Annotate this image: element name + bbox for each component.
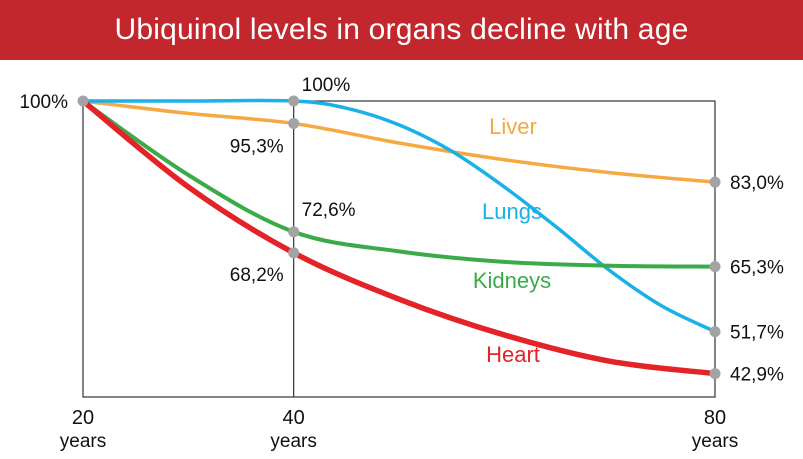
x-tick-unit-40: years xyxy=(270,431,316,452)
lungs-series-name: Lungs xyxy=(482,199,542,224)
x-tick-unit-20: years xyxy=(60,431,106,452)
title-banner: Ubiquinol levels in organs decline with … xyxy=(0,0,803,60)
kidneys-line xyxy=(81,99,717,269)
liver-line xyxy=(81,99,717,184)
series-lines xyxy=(80,98,718,377)
heart-point-40 xyxy=(288,247,300,259)
liver-point-40 xyxy=(288,117,300,129)
liver-point-80 xyxy=(709,176,721,188)
lungs-label-40: 100% xyxy=(302,75,351,96)
x-tick-40: 40 xyxy=(283,407,305,429)
heart-series-name: Heart xyxy=(486,342,540,367)
chart-title: Ubiquinol levels in organs decline with … xyxy=(114,13,689,46)
lungs-label-80: 51,7% xyxy=(730,323,784,344)
lungs-line xyxy=(81,98,717,334)
plot-frame xyxy=(82,100,716,398)
heart-point-80 xyxy=(709,368,721,380)
kidneys-label-40: 72,6% xyxy=(302,200,356,221)
heart-label-40: 68,2% xyxy=(230,265,284,286)
kidneys-point-80 xyxy=(709,261,721,273)
data-points xyxy=(77,95,721,380)
x-tick-20: 20 xyxy=(72,407,94,429)
kidneys-label-80: 65,3% xyxy=(730,258,784,279)
liver-point-20 xyxy=(77,95,89,107)
lungs-point-40 xyxy=(288,95,300,107)
x-tick-unit-80: years xyxy=(692,431,738,452)
data-labels: 95,3% 83,0% Liver 100% 51,7% Lungs 72,6% 65,3% K… xyxy=(19,75,784,386)
heart-line xyxy=(80,98,718,377)
lungs-point-80 xyxy=(709,326,721,338)
liver-series-name: Liver xyxy=(489,114,537,139)
x-tick-80: 80 xyxy=(704,407,726,429)
y-tick-100-label: 100% xyxy=(19,92,68,113)
kidneys-point-40 xyxy=(288,226,300,238)
heart-label-80: 42,9% xyxy=(730,365,784,386)
liver-label-80: 83,0% xyxy=(730,173,784,194)
kidneys-series-name: Kidneys xyxy=(473,268,551,293)
liver-label-40: 95,3% xyxy=(230,136,284,157)
plot-border xyxy=(82,100,716,398)
